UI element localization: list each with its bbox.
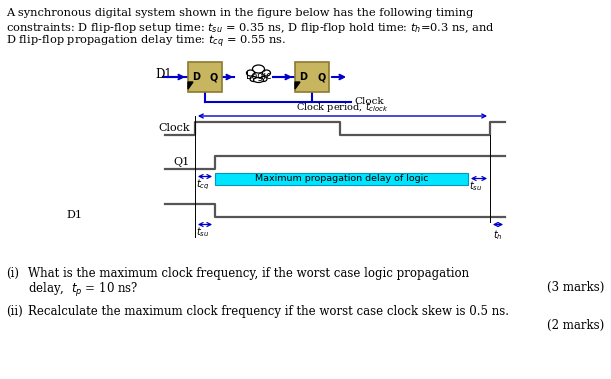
Text: D: D: [192, 72, 200, 82]
Text: $t_{su}$: $t_{su}$: [469, 180, 482, 193]
Text: D1: D1: [66, 210, 82, 220]
Text: Q: Q: [210, 72, 218, 82]
Ellipse shape: [260, 77, 267, 81]
Text: (i): (i): [6, 267, 19, 280]
FancyBboxPatch shape: [215, 172, 468, 185]
Polygon shape: [295, 82, 300, 89]
Text: D: D: [299, 72, 307, 82]
FancyBboxPatch shape: [295, 62, 329, 92]
Text: A synchronous digital system shown in the figure below has the following timing: A synchronous digital system shown in th…: [6, 8, 474, 18]
Text: delay,  $t_p$ = 10 ns?: delay, $t_p$ = 10 ns?: [28, 281, 139, 299]
Ellipse shape: [250, 77, 257, 81]
Text: $t_{su}$: $t_{su}$: [196, 226, 210, 239]
Text: (3 marks): (3 marks): [547, 281, 604, 294]
Text: (ii): (ii): [6, 305, 23, 318]
Text: What is the maximum clock frequency, if the worst case logic propagation: What is the maximum clock frequency, if …: [28, 267, 469, 280]
Text: Clock period, $t_{clock}$: Clock period, $t_{clock}$: [296, 100, 389, 114]
Text: $t_{cq}$: $t_{cq}$: [196, 177, 210, 192]
Ellipse shape: [254, 77, 263, 83]
Ellipse shape: [252, 65, 265, 73]
Text: D flip-flop propagation delay time: $t_{cq}$ = 0.55 ns.: D flip-flop propagation delay time: $t_{…: [6, 34, 286, 50]
Text: Q: Q: [317, 72, 325, 82]
Text: Clock: Clock: [354, 97, 384, 106]
Text: $t_h$: $t_h$: [493, 229, 503, 242]
Text: (2 marks): (2 marks): [547, 319, 604, 332]
FancyBboxPatch shape: [188, 62, 222, 92]
Text: Recalculate the maximum clock frequency if the worst case clock skew is 0.5 ns.: Recalculate the maximum clock frequency …: [28, 305, 509, 318]
Text: Clock: Clock: [158, 123, 190, 133]
Polygon shape: [188, 82, 193, 89]
Text: Q1: Q1: [174, 157, 190, 167]
Text: Maximum propagation delay of logic: Maximum propagation delay of logic: [255, 174, 428, 183]
Text: constraints: D flip-flop setup time: $t_{su}$ = 0.35 ns, D flip-flop hold time: : constraints: D flip-flop setup time: $t_…: [6, 21, 495, 35]
Text: Logic: Logic: [246, 71, 271, 81]
Text: D1: D1: [155, 67, 172, 80]
Ellipse shape: [263, 70, 271, 76]
Ellipse shape: [246, 70, 255, 76]
